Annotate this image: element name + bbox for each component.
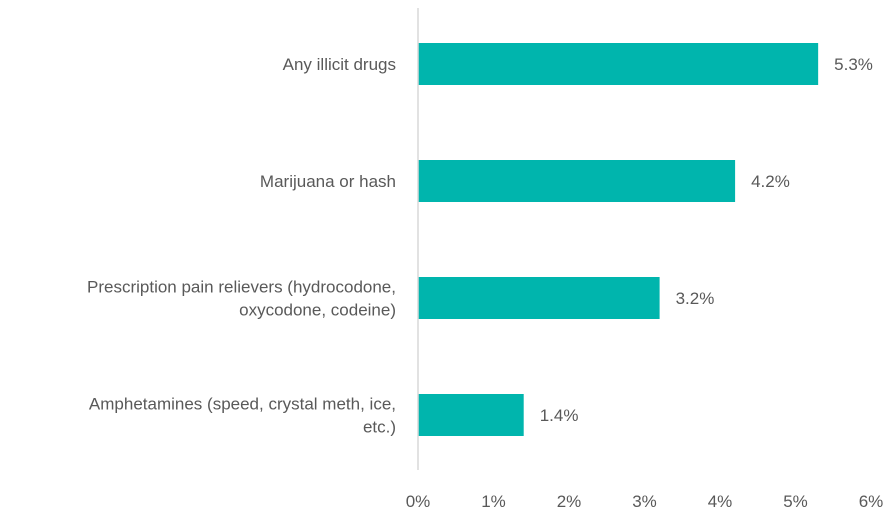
category-labels: Any illicit drugs Marijuana or hash Prescr… [87, 55, 396, 437]
x-tick-label-4: 4% [708, 492, 733, 511]
value-label-4: 1.4% [540, 406, 579, 425]
category-label-2: Marijuana or hash [260, 172, 396, 191]
bar-3 [418, 277, 660, 319]
bar-1 [418, 43, 819, 85]
x-tick-label-2: 2% [557, 492, 582, 511]
x-tick-label-1: 1% [481, 492, 506, 511]
x-axis-ticks: 0% 1% 2% 3% 4% 5% 6% [406, 492, 884, 511]
value-labels: 5.3% 4.2% 3.2% 1.4% [540, 55, 873, 425]
value-label-1: 5.3% [834, 55, 873, 74]
x-tick-label-5: 5% [783, 492, 808, 511]
category-label-1: Any illicit drugs [283, 55, 396, 74]
bars-group [418, 43, 819, 436]
x-tick-label-0: 0% [406, 492, 431, 511]
x-tick-label-6: 6% [859, 492, 884, 511]
category-label-4: Amphetamines (speed, crystal meth, ice, e… [89, 395, 396, 437]
bar-2 [418, 160, 736, 202]
value-label-2: 4.2% [751, 172, 790, 191]
category-label-3: Prescription pain relievers (hydrocodone… [87, 278, 396, 320]
bar-4 [418, 394, 524, 436]
x-tick-label-3: 3% [632, 492, 657, 511]
value-label-3: 3.2% [676, 289, 715, 308]
